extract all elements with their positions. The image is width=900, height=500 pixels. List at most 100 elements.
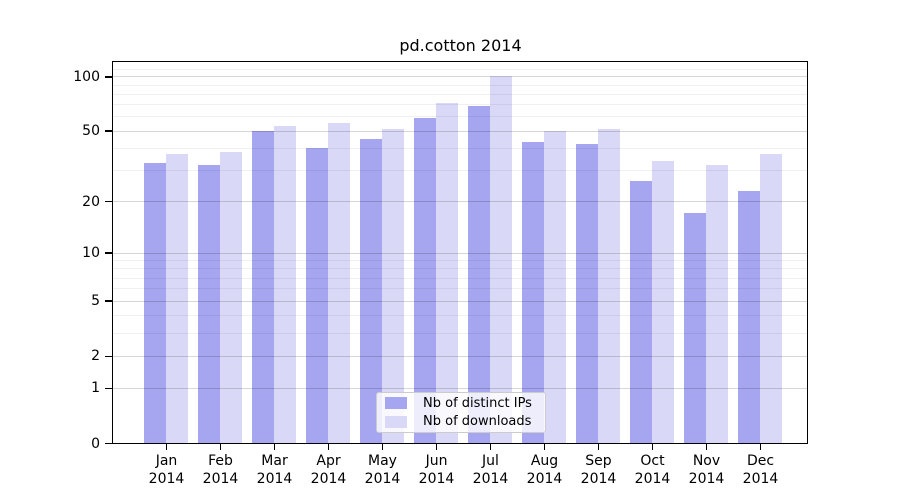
x-tick-label-year: 2014 <box>742 471 779 487</box>
y-axis-tick <box>105 300 112 302</box>
x-axis-tick <box>759 444 762 450</box>
bar-dec-downloads <box>760 154 782 443</box>
x-tick-label-year: 2014 <box>688 471 725 487</box>
x-tick-label: Mar 2014 <box>245 452 305 488</box>
gridline-minor <box>113 68 807 70</box>
y-axis-tick <box>105 355 112 357</box>
y-tick-label: 2 <box>91 348 100 365</box>
x-tick-label-year: 2014 <box>256 471 293 487</box>
y-axis-tick <box>105 252 112 254</box>
bar-apr-downloads <box>328 123 350 443</box>
gridline-major <box>113 355 807 357</box>
legend-swatch-distinct-ips-icon <box>385 397 407 410</box>
bar-feb-distinct-ips <box>198 165 220 443</box>
y-tick-label: 10 <box>82 245 100 261</box>
x-tick-label: Oct 2014 <box>623 452 683 488</box>
x-axis-tick <box>597 444 600 450</box>
bar-jul-downloads <box>490 76 512 443</box>
x-tick-label: Dec 2014 <box>731 452 791 488</box>
gridline-minor <box>113 277 807 279</box>
x-tick-label-year: 2014 <box>202 471 239 487</box>
x-tick-label-year: 2014 <box>148 471 185 487</box>
y-tick-label: 20 <box>82 193 100 210</box>
y-axis-tick <box>105 442 112 445</box>
bar-feb-downloads <box>220 151 242 443</box>
bar-nov-downloads <box>706 165 728 443</box>
y-axis-tick <box>105 200 112 203</box>
gridline-major <box>113 252 807 254</box>
x-axis-tick <box>435 444 438 450</box>
gridline-minor <box>113 104 807 106</box>
bar-sep-distinct-ips <box>576 144 598 443</box>
bar-jul-distinct-ips <box>468 105 490 443</box>
x-axis-tick <box>381 444 384 450</box>
gridline-minor <box>113 170 807 172</box>
y-axis-tick <box>105 76 112 78</box>
gridline-minor <box>113 315 807 317</box>
x-tick-label-year: 2014 <box>364 471 401 487</box>
y-axis-tick <box>105 130 112 132</box>
legend: Nb of distinct IPs Nb of downloads <box>376 392 546 433</box>
legend-label-distinct-ips: Nb of distinct IPs <box>423 395 532 411</box>
bar-aug-distinct-ips <box>522 142 544 443</box>
gridline-minor <box>113 116 807 118</box>
gridline-major <box>113 201 807 203</box>
x-tick-label: Feb 2014 <box>191 452 251 488</box>
gridline-major <box>113 130 807 132</box>
y-tick-label: 1 <box>91 380 100 397</box>
bar-mar-distinct-ips <box>252 130 274 443</box>
bar-jan-downloads <box>166 154 188 443</box>
bar-may-downloads <box>382 129 404 443</box>
gridline-minor <box>113 148 807 149</box>
legend-swatch-downloads-icon <box>385 415 407 428</box>
x-tick-label-year: 2014 <box>580 471 617 487</box>
bar-oct-distinct-ips <box>630 181 652 443</box>
bar-sep-downloads <box>598 129 620 443</box>
bar-apr-distinct-ips <box>306 148 328 443</box>
x-axis-tick <box>543 444 546 450</box>
legend-label-downloads: Nb of downloads <box>423 414 532 430</box>
x-tick-label-year: 2014 <box>418 471 455 487</box>
x-tick-label: Aug 2014 <box>515 452 575 488</box>
x-tick-label-year: 2014 <box>634 471 671 487</box>
x-tick-label: Sep 2014 <box>569 452 629 488</box>
x-axis-tick <box>327 444 330 450</box>
y-axis-tick <box>105 387 112 390</box>
y-tick-label: 100 <box>73 68 100 85</box>
x-tick-label-year: 2014 <box>526 471 563 487</box>
bar-jun-downloads <box>436 103 458 443</box>
gridline-minor <box>113 288 807 290</box>
bar-jan-distinct-ips <box>144 162 166 443</box>
bar-jun-distinct-ips <box>414 117 436 443</box>
chart-title: pd.cotton 2014 <box>399 36 522 55</box>
x-tick-label-year: 2014 <box>310 471 347 487</box>
bar-dec-distinct-ips <box>738 190 760 443</box>
bar-mar-downloads <box>274 126 296 443</box>
gridline-major <box>113 387 807 389</box>
bar-nov-distinct-ips <box>684 213 706 443</box>
gridline-minor <box>113 93 807 95</box>
x-axis-tick <box>219 444 222 450</box>
y-tick-label: 0 <box>91 435 100 452</box>
gridline-minor <box>113 332 807 334</box>
x-tick-label: Jul 2014 <box>461 452 521 488</box>
x-axis-tick <box>273 444 276 450</box>
gridline-major <box>113 76 807 78</box>
bar-may-distinct-ips <box>360 138 382 443</box>
bar-oct-downloads <box>652 160 674 443</box>
gridline-minor <box>113 260 807 262</box>
legend-entry-downloads: Nb of downloads <box>385 414 537 431</box>
x-axis-tick <box>651 444 654 450</box>
y-tick-label: 50 <box>82 123 100 140</box>
x-tick-label: Jan 2014 <box>137 452 197 488</box>
x-axis-tick <box>165 444 168 450</box>
legend-entry-distinct-ips: Nb of distinct IPs <box>385 395 537 412</box>
y-tick-label: 5 <box>91 293 100 310</box>
x-tick-label: Jun 2014 <box>407 452 467 488</box>
plot-area: Nb of distinct IPs Nb of downloads <box>112 61 808 444</box>
x-axis-tick <box>705 444 708 450</box>
x-tick-label: Apr 2014 <box>299 452 359 488</box>
x-axis-tick <box>489 444 492 450</box>
x-tick-label: May 2014 <box>353 452 413 488</box>
